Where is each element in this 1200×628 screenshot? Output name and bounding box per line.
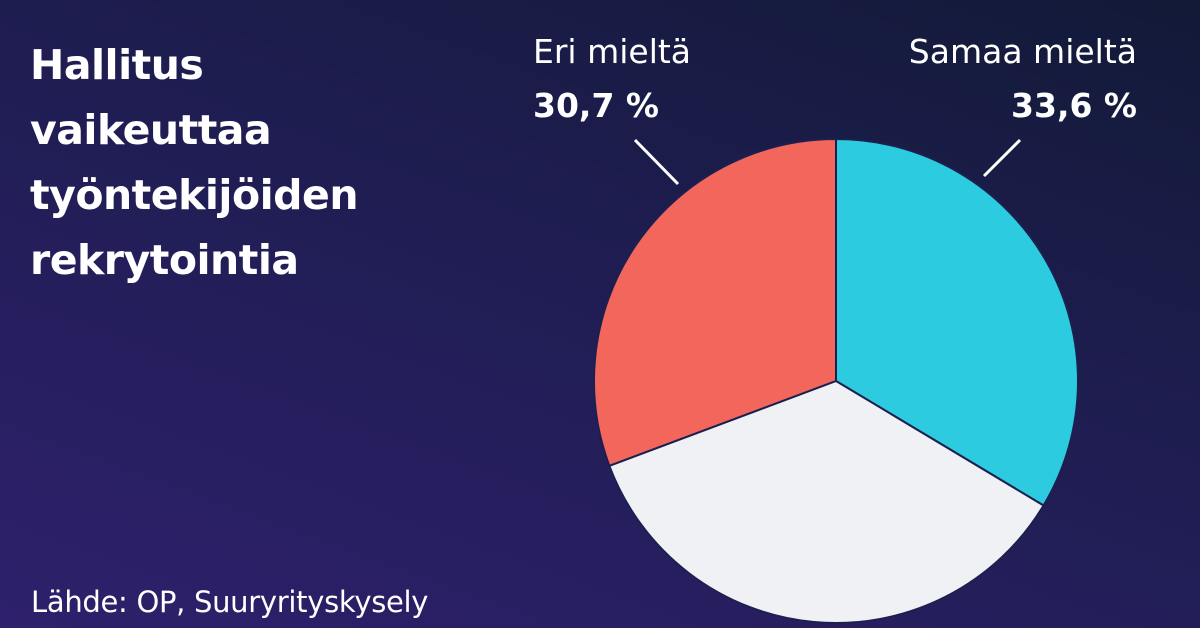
pie-labels: Samaa mieltä 33,6 % Eri mieltä 30,7 % [533,32,1137,186]
pie-slices [593,138,1079,624]
chart-title-line-4: rekrytointia [30,236,299,284]
pie-slice-unlabeled-1 [608,380,1045,624]
pie-slice-eri-mieltä [593,138,837,467]
pie-slice-samaa-mieltä [835,138,1079,507]
slice-label-eri-mieltä: Eri mieltä [533,32,691,71]
slice-value-samaa-mieltä: 33,6 % [1011,86,1137,125]
leader-line-samaa-mieltä [982,138,1022,178]
slice-value-eri-mieltä: 30,7 % [533,86,659,125]
leader-line-eri-mieltä [633,138,680,186]
source-note: Lähde: OP, Suuryrityskysely [31,585,429,619]
slice-label-samaa-mieltä: Samaa mieltä [909,32,1137,71]
chart-title-line-1: Hallitus [30,41,204,89]
chart-title: Hallitus vaikeuttaa työntekijöiden rekry… [30,33,450,293]
chart-title-line-2: vaikeuttaa [30,106,272,154]
chart-title-line-3: työntekijöiden [30,171,359,219]
